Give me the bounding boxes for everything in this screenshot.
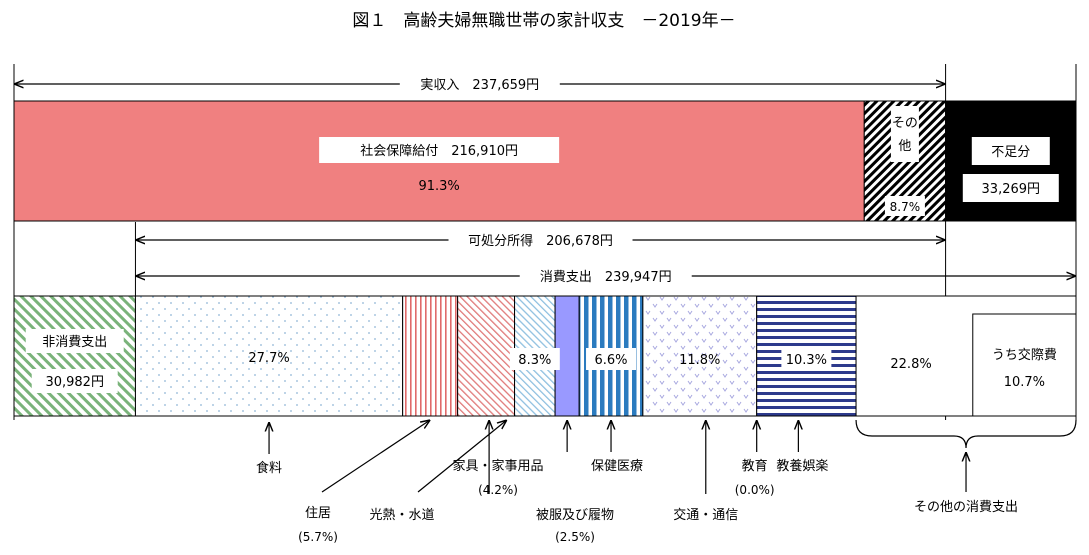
pct-medical: 6.6% [595, 353, 628, 368]
label-shortfall: 不足分 [991, 145, 1030, 160]
callout-housing: 住居 [305, 506, 331, 521]
label-box-medical [586, 348, 637, 370]
amount-shortfall: 33,269円 [982, 182, 1041, 197]
pct-furniture: 8.3% [518, 353, 551, 368]
callout-housing-sub: (5.7%) [298, 530, 338, 544]
seg-food [134, 295, 404, 417]
label-box-recreation [781, 348, 832, 370]
callout-furniture-sub: (4.2%) [478, 483, 518, 497]
seg-transport [642, 295, 758, 417]
callout-arrow-housing [321, 420, 430, 493]
label-box-social-security [319, 137, 560, 163]
span-disposable-label: 可処分所得 206,678円 [468, 233, 613, 249]
seg-social-expense [972, 313, 1077, 417]
callout-transport: 交通・通信 [673, 507, 738, 523]
pct-social-expense: 10.7% [1004, 375, 1045, 390]
span-income-label-box [399, 74, 560, 94]
seg-non-consumption [13, 295, 136, 417]
label-non-consumption: 非消費支出 [42, 335, 107, 350]
label-box-non-consumption-amount [31, 369, 118, 393]
label-box-shortfall [971, 137, 1050, 165]
callout-other-consumption: その他の消費支出 [914, 500, 1018, 515]
label-other-income: その [892, 116, 918, 131]
pct-recreation: 10.3% [786, 353, 827, 368]
income-bar: 社会保障給付 216,910円 91.3% その他 8.7% 不足分 33,269円 [13, 100, 1077, 222]
callout-medical: 保健医療 [591, 459, 643, 474]
callout-furniture: 家具・家事用品 [452, 458, 543, 474]
span-disposable-label-box [448, 230, 633, 250]
pct-transport: 11.8% [679, 353, 720, 368]
label-box-furniture [509, 348, 560, 370]
pct-other_consumption: 22.8% [890, 357, 931, 372]
chart-title: 図１ 高齢夫婦無職世帯の家計収支 －2019年－ [352, 11, 735, 31]
label-other-income-2: 他 [898, 139, 911, 154]
label-box-shortfall-amount [962, 174, 1059, 202]
expenditure-bar: 非消費支出 30,982円 27.7% 8.3% 6.6% 11.8% 10.3% 22.8%… [13, 295, 1077, 417]
callout-education: 教育 [742, 458, 768, 474]
seg-housing [402, 295, 459, 417]
pct-other-income: 8.7% [890, 200, 921, 214]
span-income-label: 実収入 237,659円 [420, 77, 539, 93]
callout-utilities: 光熱・水道 [369, 508, 434, 523]
callout-recreation: 教養娯楽 [776, 458, 828, 474]
callout-clothing: 被服及び履物 [536, 508, 614, 523]
span-consumption-label-box [519, 266, 692, 286]
label-social-security: 社会保障給付 216,910円 [360, 143, 518, 159]
pct-food: 27.7% [248, 351, 289, 366]
callout-education-sub: (0.0%) [735, 483, 775, 497]
callout-clothing-sub: (2.5%) [555, 530, 595, 544]
callout-arrow-utilities [417, 420, 507, 493]
label-social-expense: うち交際費 [992, 347, 1057, 363]
label-box-other-income-pct [884, 196, 925, 216]
label-box-non-consumption [25, 329, 124, 353]
brace-other-consumption [855, 419, 1077, 449]
pct-social-security: 91.3% [418, 179, 459, 194]
seg-utilities [457, 295, 516, 417]
span-consumption-label: 消費支出 239,947円 [540, 270, 672, 285]
label-box-other-income [890, 106, 919, 162]
amount-non-consumption: 30,982円 [45, 375, 104, 390]
callout-food: 食料 [256, 460, 282, 476]
